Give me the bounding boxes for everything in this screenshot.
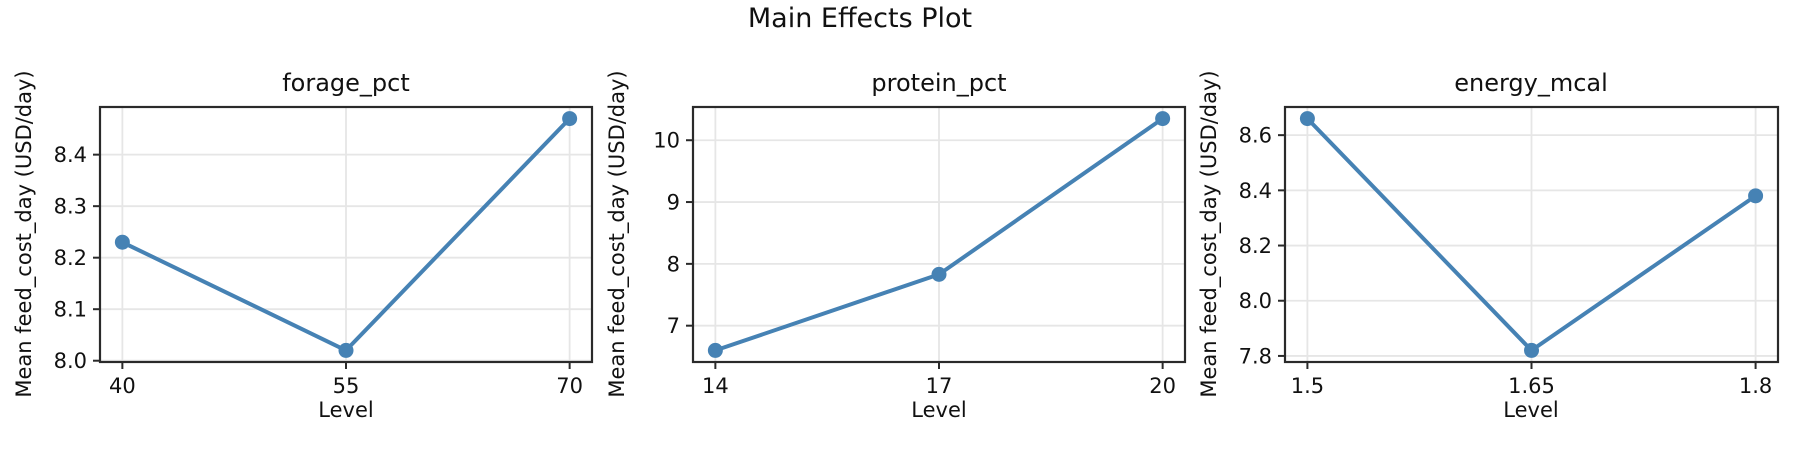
subplot-title-forage-pct: forage_pct [282,69,410,97]
x-tick-label: 1.65 [1508,374,1555,398]
x-axis-label-3: Level [1503,398,1559,422]
x-tick-label: 55 [333,374,360,398]
x-tick-label: 40 [109,374,136,398]
data-point-marker [562,111,578,127]
x-tick-label: 20 [1149,374,1176,398]
data-point-marker [707,342,723,358]
y-tick-label: 7.8 [1239,344,1272,368]
data-point-marker [1299,111,1315,127]
y-tick-label: 8 [667,252,680,276]
y-tick-label: 8.6 [1239,124,1272,148]
x-tick-label: 17 [926,374,953,398]
x-tick-label: 1.5 [1291,374,1324,398]
y-axis-label-2: Mean feed_cost_day (USD/day) [605,70,629,398]
subplot-title-energy-mcal: energy_mcal [1454,69,1608,97]
subplot-title-protein-pct: protein_pct [871,69,1007,97]
y-tick-label: 8.2 [1239,234,1272,258]
y-axis-label-1: Mean feed_cost_day (USD/day) [12,70,36,398]
data-point-marker [1155,111,1171,127]
x-tick-label: 14 [702,374,729,398]
y-tick-label: 8.0 [1239,289,1272,313]
y-axis-label-3: Mean feed_cost_day (USD/day) [1197,70,1221,398]
y-tick-label: 8.1 [54,298,87,322]
y-tick-label: 10 [653,129,680,153]
data-point-marker [338,342,354,358]
y-tick-label: 8.4 [54,143,87,167]
x-tick-label: 70 [556,374,583,398]
y-tick-label: 9 [667,191,680,215]
x-tick-label: 1.8 [1739,374,1772,398]
x-axis-label-2: Level [911,398,967,422]
data-point-marker [1524,342,1539,358]
x-axis-label-1: Level [318,398,374,422]
y-tick-label: 8.4 [1239,179,1272,203]
y-tick-label: 8.3 [54,195,87,219]
data-point-marker [1748,188,1764,204]
y-tick-label: 8.2 [54,246,87,270]
data-point-marker [114,234,130,250]
y-tick-label: 8.0 [54,349,87,373]
data-point-marker [931,266,947,282]
y-tick-label: 7 [667,314,680,338]
figure-title: Main Effects Plot [747,3,973,34]
